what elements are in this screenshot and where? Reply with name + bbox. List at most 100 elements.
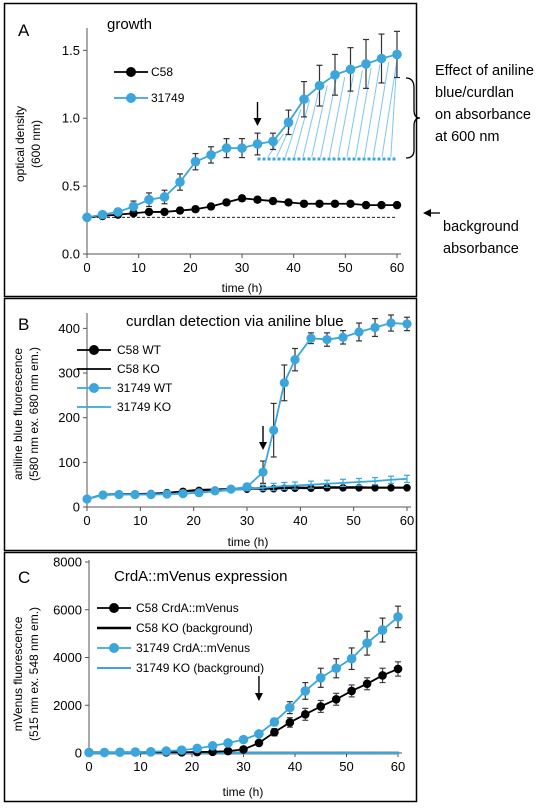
c58-mvenus-point: [393, 664, 403, 674]
c58-point: [330, 199, 340, 208]
strain-31749-point: [97, 209, 108, 220]
p0-x-tick-label: 30: [235, 260, 249, 275]
31749-wt-point: [402, 319, 412, 329]
p0-y-tick-label: 0.0: [62, 247, 80, 262]
31749-mvenus-point: [176, 745, 187, 755]
hatch-line: [302, 91, 319, 158]
p2-x-tick-label: 30: [236, 759, 250, 774]
31749-wt-point: [354, 327, 364, 337]
31749-wt-line: [86, 322, 408, 500]
p0-y-tick-label: 1.5: [62, 43, 80, 58]
c58-point: [206, 202, 216, 211]
31749-wt-point: [194, 488, 204, 498]
strain-31749-point: [206, 150, 216, 160]
hatch-line: [381, 59, 398, 158]
strain-31749-point: [113, 207, 123, 217]
31749-mvenus-point: [115, 747, 125, 758]
hatch-line: [320, 79, 337, 158]
panel-c-letter: C: [18, 568, 30, 587]
legend-a-31749-label: 31749: [151, 91, 185, 105]
hatch-line: [328, 76, 346, 158]
p1-x-tick-label: 50: [346, 513, 360, 528]
p0-x-tick-label: 60: [390, 260, 404, 275]
strain-31749-point: [252, 139, 263, 149]
p2-y-tick-label: 0: [75, 746, 82, 761]
legend-b-31749wt-label: 31749 WT: [117, 381, 173, 395]
hatch-line: [372, 61, 390, 158]
arrow-head-icon: [253, 118, 262, 126]
strain-31749-point: [237, 143, 247, 153]
31749-wt-point: [370, 322, 380, 333]
31749-wt-point: [306, 333, 316, 343]
c58-mvenus-point: [270, 727, 279, 737]
31749-mvenus-point: [346, 653, 357, 664]
p2-y-tick-label: 4000: [53, 650, 82, 665]
c58-point: [129, 209, 138, 218]
legend-b-c58wt-label: C58 WT: [117, 343, 162, 357]
strain-31749-point: [82, 212, 92, 223]
strain-31749-point: [144, 194, 154, 205]
panel-a-ylabel-sub: (600 nm): [29, 120, 43, 168]
c58-point: [222, 198, 231, 207]
p0-x-tick-label: 20: [183, 260, 197, 275]
panel-a-xlabel: time (h): [222, 281, 263, 295]
a-31749-legend-marker: [126, 93, 136, 103]
p1-x-tick-label: 0: [83, 513, 90, 528]
c-31749-legend-marker: [109, 643, 119, 653]
31749-ko-bg-point: [272, 751, 276, 755]
31749-mvenus-point: [393, 612, 403, 622]
panel-a-ylabel: optical density: [13, 106, 27, 182]
c58-point: [299, 199, 309, 208]
31749-mvenus-point: [99, 747, 110, 758]
p1-x-tick-label: 20: [186, 513, 200, 528]
panel-b-ylabel: aniline blue fluorescence: [11, 348, 25, 480]
c58-point: [284, 198, 293, 207]
strain-31749-point: [314, 80, 325, 91]
panel-c-ylabel: mVenus fluorescence: [11, 616, 25, 731]
31749-mvenus-point: [207, 741, 218, 751]
legend-b-c58ko-label: C58 KO: [117, 362, 160, 376]
hatch-line: [311, 85, 328, 158]
legend-c-c58ko-label: C58 KO (background): [136, 621, 253, 635]
p0-x-tick-label: 50: [338, 260, 352, 275]
hatch-line: [346, 70, 363, 158]
legend-b-31749ko-label: 31749 KO: [117, 400, 171, 414]
b-31749wt-legend-marker: [89, 383, 99, 393]
p1-x-tick-label: 40: [293, 513, 307, 528]
panel-a-frame: [3, 2, 418, 298]
strain-31749-point: [330, 70, 340, 80]
p2-x-tick-label: 40: [288, 759, 302, 774]
hatch-line: [267, 133, 284, 158]
p1-x-tick-label: 60: [400, 513, 414, 528]
p1-y-tick-label: 100: [58, 455, 80, 470]
a-c58-legend-marker: [126, 67, 136, 77]
31749-wt-point: [146, 489, 156, 500]
31749-mvenus-point: [238, 734, 249, 745]
b-c58wt-legend-marker: [89, 345, 99, 355]
p1-x-tick-label: 30: [240, 513, 254, 528]
31749-ko-bg-point: [365, 751, 369, 755]
hatch-line: [337, 73, 355, 158]
c58-point: [377, 200, 386, 210]
c58-point: [315, 199, 324, 208]
31749-wt-point: [162, 489, 172, 499]
effect-annotation-line1: Effect of aniline: [435, 63, 534, 79]
hatch-line: [284, 109, 302, 158]
p0-x-tick-label: 10: [131, 260, 145, 275]
panel-c-ylabel-sub: (515 nm ex. 548 nm em.): [27, 607, 41, 741]
31749-mvenus-point: [84, 747, 94, 758]
31749-wt-point: [279, 378, 289, 388]
effect-annotation-line3: on absorbance: [435, 107, 531, 123]
p2-x-tick-label: 10: [133, 759, 147, 774]
p2-x-tick-label: 20: [185, 759, 199, 774]
p2-x-tick-label: 50: [339, 759, 353, 774]
31749-wt-point: [114, 489, 124, 500]
c58-point: [191, 205, 200, 214]
strain-31749-point: [175, 177, 185, 187]
strain-31749-point: [190, 156, 201, 167]
31749-ko-bg-point: [350, 751, 354, 755]
31749-wt-point: [226, 484, 236, 494]
c58-mvenus-point: [285, 718, 295, 727]
panel-c-frame: [3, 551, 418, 803]
p2-x-tick-label: 60: [391, 759, 405, 774]
